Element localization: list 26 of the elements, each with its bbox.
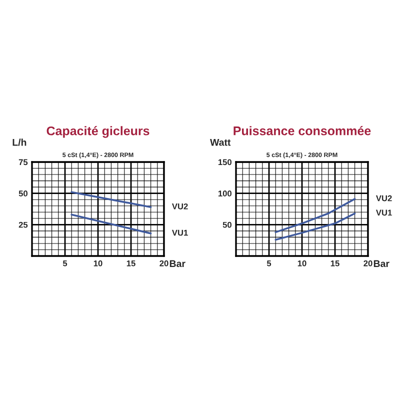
x-tick-label: 5 bbox=[266, 260, 272, 266]
chart-title: Puissance consommée bbox=[234, 126, 371, 136]
y-axis-title: L/h bbox=[12, 138, 26, 146]
y-tick-label: 150 bbox=[218, 159, 232, 166]
x-tick-label: 10 bbox=[298, 260, 306, 266]
x-tick-label: 20 bbox=[160, 260, 168, 266]
y-tick-label: 50 bbox=[222, 222, 232, 228]
x-tick-label: 15 bbox=[126, 260, 136, 266]
text: VU1 bbox=[376, 210, 392, 216]
line-series bbox=[274, 212, 356, 241]
y-tick-label: 100 bbox=[218, 190, 232, 196]
line-series bbox=[274, 198, 356, 234]
text: VU2 bbox=[172, 203, 188, 210]
text: VU2 bbox=[376, 195, 392, 202]
x-axis-title: Bar bbox=[170, 260, 186, 268]
y-axis-title: Watt bbox=[210, 139, 231, 146]
y-tick-label: 25 bbox=[18, 222, 28, 228]
x-tick-label: 10 bbox=[94, 260, 102, 266]
x-axis-title: Bar bbox=[374, 260, 390, 268]
y-tick-label: 75 bbox=[18, 159, 28, 166]
x-tick-label: 15 bbox=[330, 260, 340, 266]
x-tick-label: 20 bbox=[364, 260, 372, 266]
chart-title: Capacité gicleurs bbox=[46, 126, 150, 138]
text: VU1 bbox=[172, 230, 188, 236]
y-tick-label: 50 bbox=[18, 190, 28, 196]
x-tick-label: 5 bbox=[62, 260, 68, 266]
